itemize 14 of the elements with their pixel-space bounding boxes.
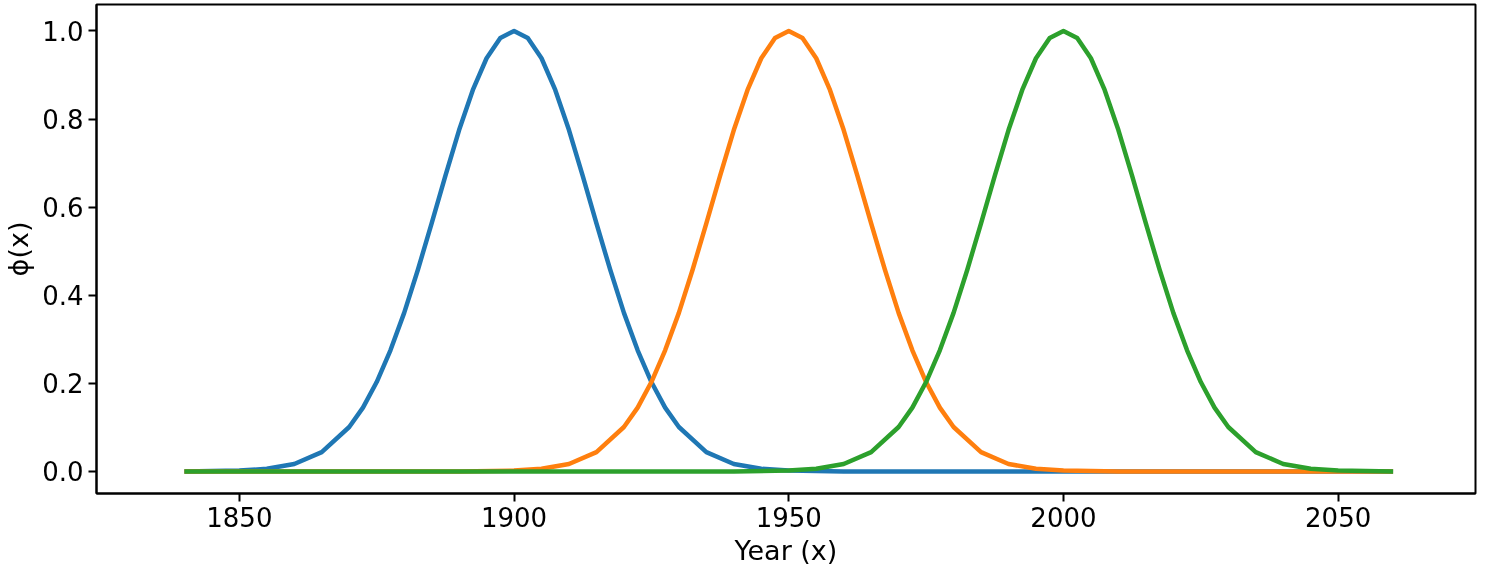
x-tick-label: 2050: [1305, 502, 1372, 533]
y-tick-label: 0.4: [42, 281, 84, 312]
y-tick-label: 0.6: [42, 193, 84, 224]
x-axis-title: Year (x): [733, 534, 838, 566]
line-series: [182, 28, 1396, 474]
y-tick-label: 1.0: [42, 16, 84, 47]
y-tick-label: 0.2: [42, 369, 84, 400]
x-tick-label: 1850: [206, 502, 273, 533]
y-axis-title: ϕ(x): [3, 221, 35, 277]
y-tick-label: 0.8: [42, 105, 84, 136]
x-tick-label: 1900: [480, 502, 548, 533]
x-tick-label: 1950: [755, 502, 822, 533]
x-tick-label: 2000: [1030, 502, 1097, 533]
y-tick-label: 0.0: [42, 457, 84, 488]
